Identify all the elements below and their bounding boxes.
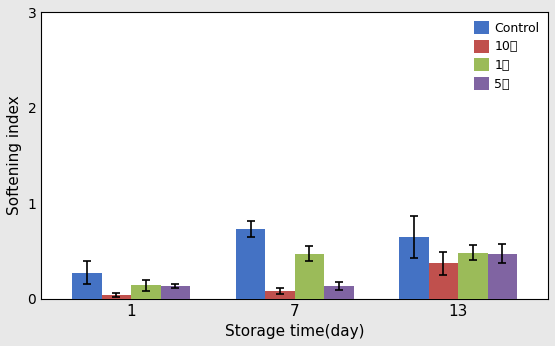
Bar: [131, 285, 160, 299]
Legend: Control, 10초, 1분, 5분: Control, 10초, 1분, 5분: [469, 16, 544, 96]
Bar: [72, 273, 102, 299]
Bar: [399, 237, 428, 299]
Y-axis label: Softening index: Softening index: [7, 95, 22, 216]
Bar: [458, 253, 487, 299]
Bar: [265, 291, 295, 299]
Bar: [236, 229, 265, 299]
X-axis label: Storage time(day): Storage time(day): [225, 324, 365, 339]
Bar: [428, 263, 458, 299]
Bar: [487, 254, 517, 299]
Bar: [160, 286, 190, 299]
Bar: [324, 286, 354, 299]
Bar: [295, 254, 324, 299]
Bar: [102, 295, 131, 299]
